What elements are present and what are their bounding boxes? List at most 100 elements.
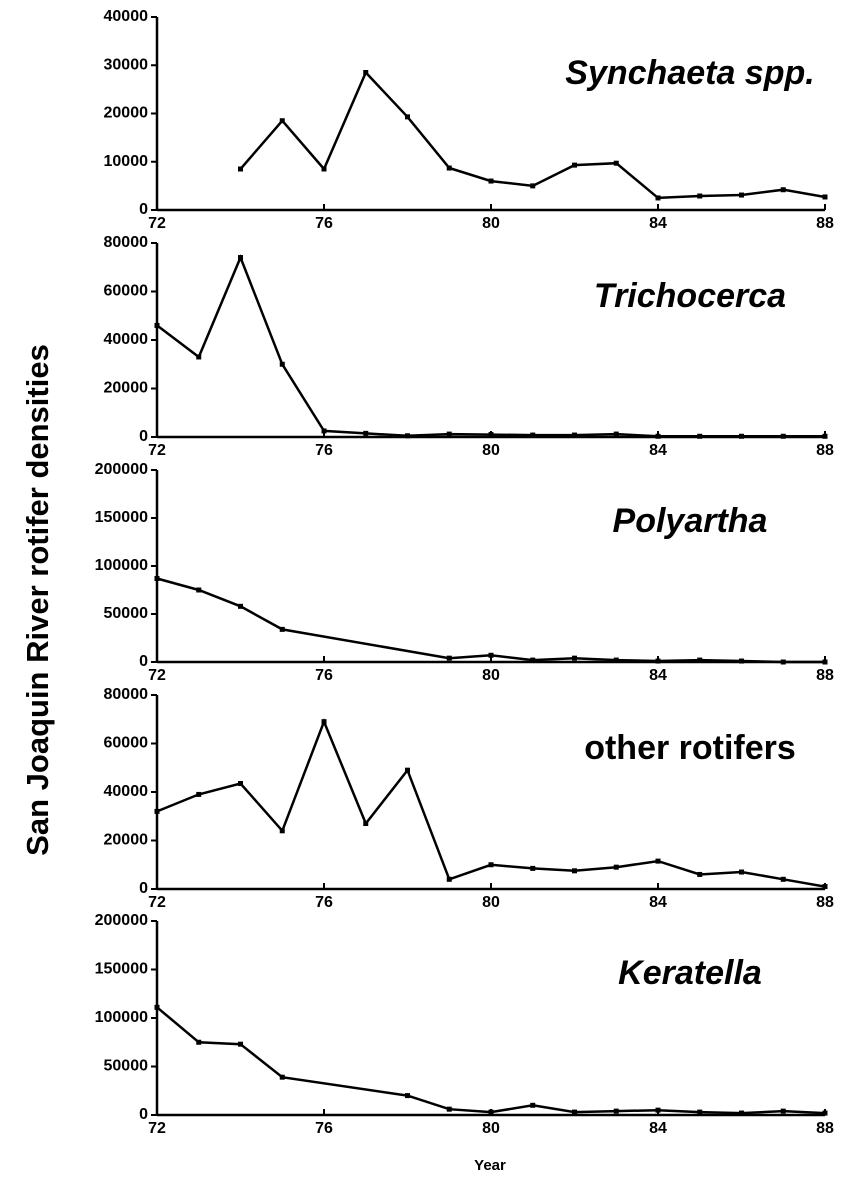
y-tick-label: 40000 [104,331,149,348]
y-tick-label: 150000 [95,509,148,526]
data-point [572,162,577,168]
data-point [154,808,160,814]
data-point [363,821,369,827]
y-tick-label: 200000 [95,912,148,929]
x-tick-label: 88 [816,442,834,459]
data-point [613,160,619,166]
data-point [780,187,786,193]
data-point [697,657,703,663]
data-point [655,433,661,439]
y-tick-label: 100000 [95,1009,148,1026]
y-tick-label: 10000 [104,153,149,170]
x-tick-label: 84 [649,442,667,459]
data-point [405,1093,410,1099]
x-tick-label: 84 [649,667,667,684]
data-point [279,118,285,124]
data-point [238,166,243,172]
data-point [238,603,243,609]
y-tick-label: 80000 [104,234,149,251]
data-point [739,433,744,439]
data-point [488,652,494,658]
data-point [196,587,202,593]
x-tick-label: 72 [148,894,166,911]
data-point [780,433,786,439]
data-line [156,577,825,664]
y-tick-label: 30000 [104,56,149,73]
data-point [446,165,452,171]
x-tick-label: 80 [482,894,500,911]
data-point [154,322,160,328]
x-tick-label: 80 [482,215,500,232]
y-tick-label: 50000 [104,1058,149,1075]
x-tick-label: 72 [148,667,166,684]
data-point [613,1108,619,1114]
data-line [156,1006,826,1115]
panel-title: Keratella [618,954,762,992]
data-point [238,781,243,787]
data-point [739,192,744,198]
y-tick-label: 20000 [104,380,149,397]
data-point [321,166,327,172]
data-point [530,657,536,663]
data-point [780,659,786,665]
x-tick-label: 84 [649,1120,667,1137]
x-tick-label: 84 [649,215,667,232]
x-axis-label: Year [474,1157,506,1174]
data-point [697,193,703,199]
data-point [154,1004,160,1010]
data-point [780,1108,786,1114]
y-tick-label: 100000 [95,557,148,574]
data-point [238,1041,243,1047]
panel-title: other rotifers [584,729,796,767]
data-point [572,655,577,661]
x-tick-label: 80 [482,667,500,684]
data-point [530,865,536,871]
y-tick-label: 150000 [95,961,148,978]
y-tick-label: 80000 [104,686,149,703]
data-point [572,1109,577,1115]
panel-title: Synchaeta spp. [565,54,814,92]
panel-title: Polyartha [613,502,768,540]
data-point [739,1110,744,1116]
y-tick-label: 0 [139,201,148,218]
data-point [446,655,452,661]
data-point [446,1106,452,1112]
data-point [488,862,494,868]
data-point [780,876,786,882]
x-tick-label: 88 [816,215,834,232]
y-tick-label: 0 [139,653,148,670]
data-point [697,1109,703,1115]
y-tick-label: 0 [139,880,148,897]
data-point [530,183,536,189]
y-tick-label: 200000 [95,461,148,478]
data-point [572,432,577,438]
data-point [196,791,202,797]
data-point [279,361,285,367]
x-tick-label: 76 [315,215,333,232]
data-point [530,1102,536,1108]
x-tick-label: 88 [816,1120,834,1137]
data-point [572,868,577,874]
y-tick-label: 60000 [104,283,149,300]
data-point [446,431,452,437]
data-point [739,869,744,875]
x-tick-label: 88 [816,667,834,684]
x-tick-label: 80 [482,442,500,459]
x-tick-label: 72 [148,442,166,459]
data-point [363,69,369,75]
data-point [154,575,160,581]
y-tick-label: 20000 [104,832,149,849]
y-tick-label: 20000 [104,105,149,122]
data-point [739,658,744,664]
data-point [822,1110,828,1116]
data-point [697,871,703,877]
data-point [822,194,828,200]
panel-title: Trichocerca [594,277,786,315]
data-point [446,876,452,882]
data-point [279,626,285,632]
data-point [822,433,828,439]
y-tick-label: 0 [139,428,148,445]
data-point [238,255,243,261]
data-point [822,659,828,665]
